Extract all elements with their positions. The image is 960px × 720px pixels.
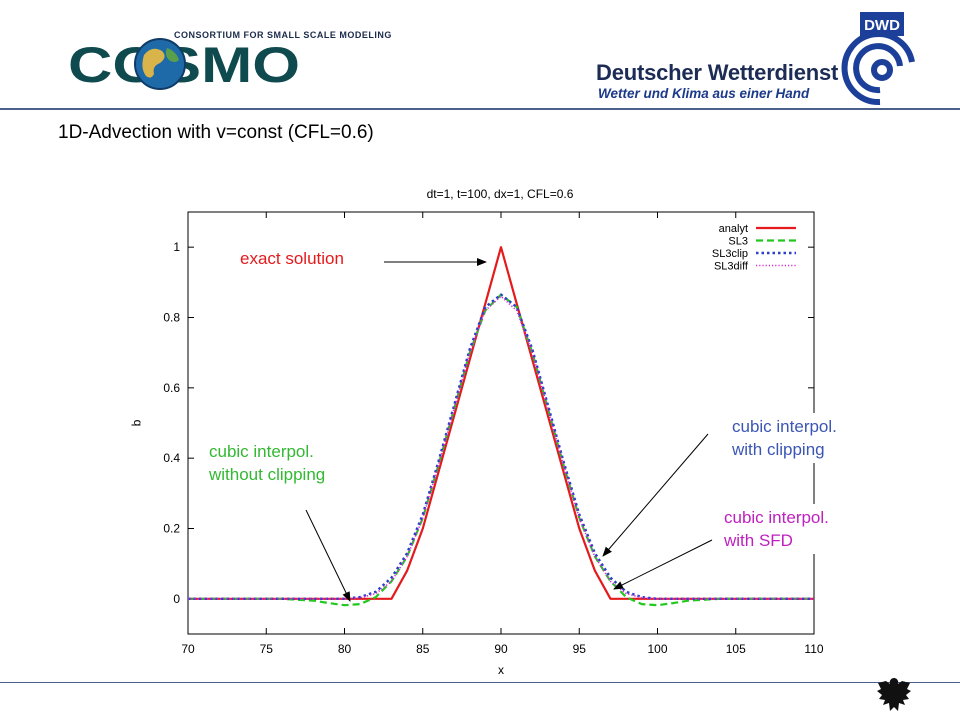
legend-label: analyt: [719, 223, 748, 235]
annotation-exact: exact solution: [234, 247, 350, 270]
annotation-clip-line2: with clipping: [732, 440, 825, 459]
dwd-name: Deutscher Wetterdienst: [596, 60, 839, 85]
annotation-exact-text: exact solution: [240, 249, 344, 268]
arrow-clip: [602, 433, 709, 557]
x-tick-label: 95: [573, 642, 587, 656]
x-tick-label: 85: [416, 642, 430, 656]
plot-frame: [187, 211, 815, 635]
y-tick-label: 0.2: [163, 522, 180, 536]
annotation-noclip-line1: cubic interpol.: [209, 442, 314, 461]
arrow-noclip: [305, 509, 351, 602]
footer-rule: [0, 682, 960, 683]
cosmo-tagline: CONSORTIUM FOR SMALL SCALE MODELING: [174, 30, 392, 40]
x-tick-label: 75: [260, 642, 274, 656]
annotation-sfd: cubic interpol. with SFD: [716, 504, 837, 554]
dwd-logo: DWD: [841, 12, 915, 106]
cosmo-globe-icon: [134, 38, 186, 90]
chart-title: dt=1, t=100, dx=1, CFL=0.6: [427, 187, 574, 201]
cosmo-logo: COSMO: [68, 37, 300, 93]
annotation-noclip: cubic interpol. without clipping: [202, 438, 333, 488]
x-tick-label: 90: [494, 642, 508, 656]
header-rule: [0, 108, 960, 110]
slide-title: 1D-Advection with v=const (CFL=0.6): [58, 122, 374, 143]
annotation-clip-line1: cubic interpol.: [732, 417, 837, 436]
x-tick-label: 70: [181, 642, 195, 656]
x-tick-label: 80: [338, 642, 352, 656]
y-axis-label: q: [131, 420, 145, 427]
annotation-noclip-line2: without clipping: [209, 465, 326, 484]
annotation-sfd-line2: with SFD: [724, 531, 793, 550]
x-axis-label: x: [498, 663, 504, 677]
federal-eagle-icon: [877, 678, 911, 711]
y-tick-label: 1: [173, 240, 180, 254]
y-tick-label: 0.8: [163, 311, 180, 325]
dwd-swirl-icon: [841, 31, 915, 106]
legend-label: SL3diff: [714, 261, 749, 273]
y-tick-label: 0: [173, 592, 180, 606]
x-tick-label: 100: [647, 642, 667, 656]
legend-label: SL3clip: [712, 248, 748, 260]
y-tick-label: 0.4: [163, 451, 180, 465]
dwd-badge: DWD: [864, 17, 900, 34]
series-line-analyt: [188, 246, 814, 600]
dwd-claim: Wetter und Klima aus einer Hand: [598, 86, 810, 101]
arrow-sfd: [613, 539, 713, 590]
legend-label: SL3: [728, 236, 748, 248]
annotation-clip: cubic interpol. with clipping: [724, 413, 845, 463]
annotation-sfd-line1: cubic interpol.: [724, 508, 829, 527]
y-tick-label: 0.6: [163, 381, 180, 395]
x-tick-label: 110: [804, 642, 823, 656]
x-tick-label: 105: [726, 642, 746, 656]
